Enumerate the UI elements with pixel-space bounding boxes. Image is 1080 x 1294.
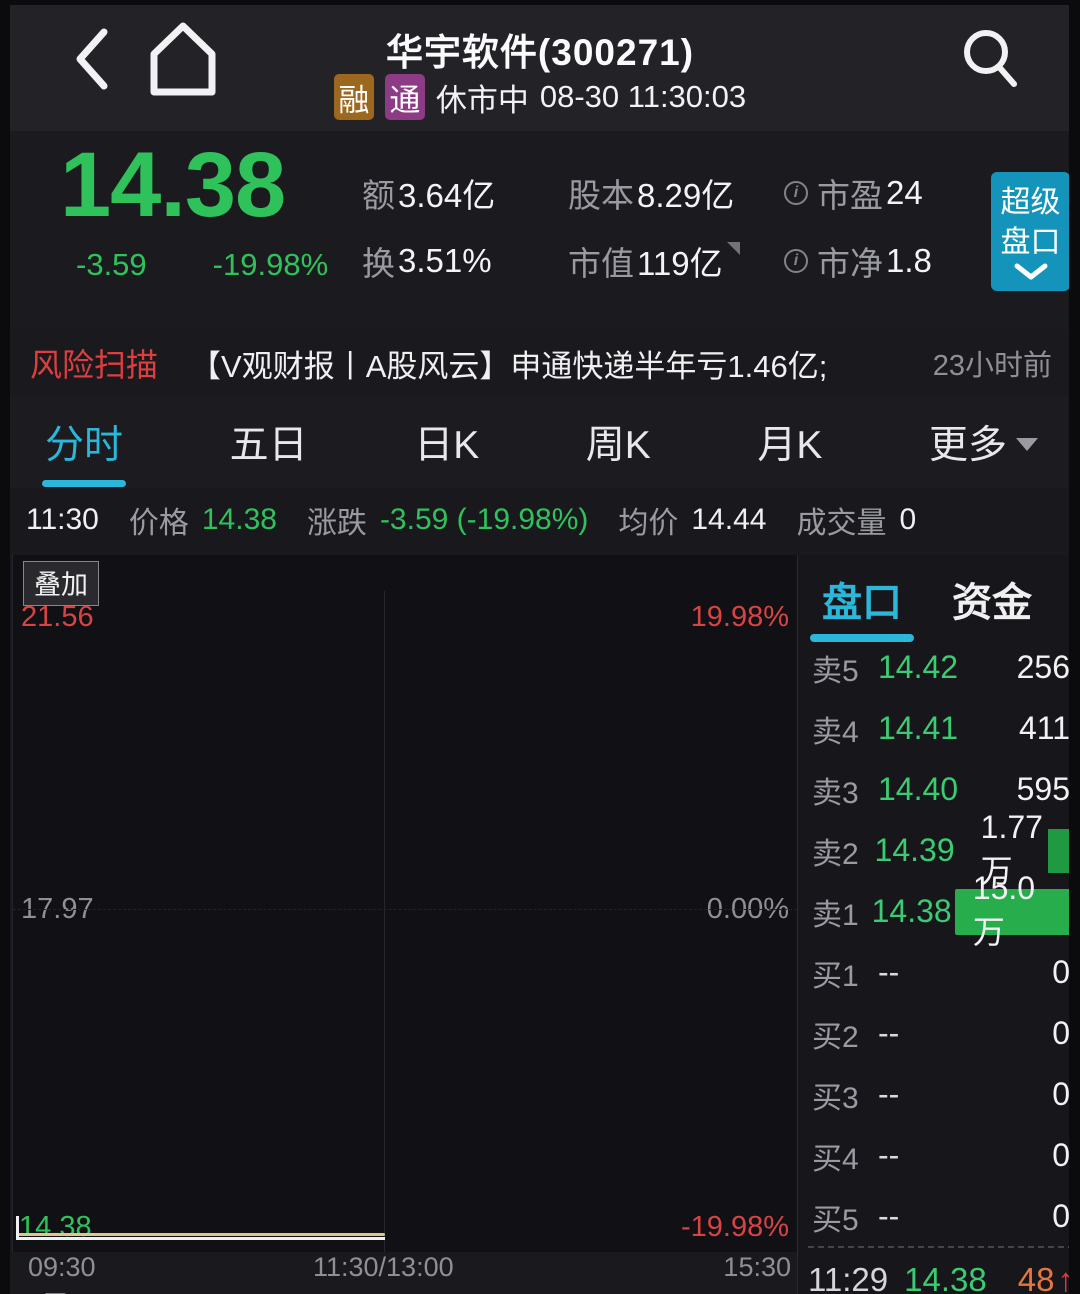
key-stats-grid: 额 3.64亿 股本 8.29亿 i 市盈 24 换 3.51% 市值 119亿 <box>362 159 1024 295</box>
price-line <box>16 1237 386 1240</box>
stat-total-shares: 股本 8.29亿 <box>568 177 735 214</box>
last-trade-time: 11:29 <box>808 1261 889 1294</box>
screen-edge-right <box>1069 0 1080 1294</box>
buy-row-4[interactable]: 买4 -- 0 <box>812 1137 1070 1176</box>
open-price-tick <box>16 1216 19 1240</box>
screen-edge-left <box>0 0 10 1294</box>
buy-row-2[interactable]: 买2 -- 0 <box>812 1015 1070 1054</box>
time-axis: 09:30 11:30/13:00 15:30 <box>12 1252 797 1282</box>
midline-gridline <box>13 909 797 910</box>
chevron-down-icon <box>1014 263 1048 281</box>
price-change: -3.59 <box>76 247 147 282</box>
tab-more[interactable]: 更多 <box>929 414 1038 470</box>
readout-avg-price: 14.44 <box>691 503 767 536</box>
readout-avg-label: 均价 <box>618 507 679 540</box>
time-tick-midday: 11:30/13:00 <box>312 1252 454 1282</box>
page-title: 华宇软件(300271) <box>385 32 695 73</box>
readout-time: 11:30 <box>26 503 99 536</box>
tab-five-day[interactable]: 五日 <box>229 424 308 467</box>
home-button[interactable] <box>142 18 224 100</box>
order-book-rows: 卖5 14.42 256 卖4 14.41 411 卖3 14.40 595 卖… <box>798 637 1080 1247</box>
sell-row-4[interactable]: 卖4 14.41 411 <box>798 698 1080 759</box>
news-headline[interactable]: 【V观财报丨A股风云】申通快递半年亏1.46亿; <box>190 348 828 384</box>
sell-row-1[interactable]: 卖1 14.38 15.0万 <box>798 870 1080 950</box>
home-icon <box>146 20 220 98</box>
intraday-chart[interactable]: 叠加 21.56 19.98% 17.97 0.00% 14.38 -19.98… <box>12 555 797 1252</box>
info-icon: i <box>784 181 808 205</box>
volume-value: 25.01万 <box>111 1283 220 1294</box>
volume-label: 量 <box>40 1283 71 1294</box>
order-book-panel: 盘口 资金 卖5 14.42 256 卖4 14.41 411 卖3 14.40… <box>797 555 1080 1294</box>
stock-connect-badge[interactable]: 通 <box>384 74 425 120</box>
news-timestamp: 23小时前 <box>932 350 1052 382</box>
time-tick-close: 15:30 <box>723 1252 791 1282</box>
volume-bar <box>955 888 1077 935</box>
overlay-button[interactable]: 叠加 <box>23 561 99 606</box>
time-tick-open: 09:30 <box>28 1252 96 1282</box>
sell-row-3[interactable]: 卖3 14.40 595 <box>798 759 1080 820</box>
last-trade-row: 11:29 14.38 48 ↑ <box>808 1246 1074 1294</box>
readout-volume-label: 成交量 <box>796 507 887 540</box>
last-price: 14.38 <box>60 134 286 236</box>
tab-weekly-k[interactable]: 周K <box>585 424 651 467</box>
stat-market-cap: 市值 119亿 <box>568 237 784 285</box>
sell-row-2[interactable]: 卖2 14.39 1.77万 <box>798 809 1080 889</box>
last-trade-price: 14.38 <box>904 1261 987 1294</box>
fold-corner-icon <box>726 241 740 255</box>
last-trade-count: 48 <box>1017 1261 1055 1294</box>
panel-tabs: 盘口 资金 <box>798 555 1080 642</box>
stat-turnover-rate: 换 3.51% <box>362 242 492 282</box>
price-change-row: -3.59 -19.98% <box>76 247 328 283</box>
stat-pe-ratio[interactable]: i 市盈 24 <box>784 169 1024 217</box>
y-axis-high-percent: 19.98% <box>690 601 789 633</box>
margin-trading-badge[interactable]: 融 <box>333 74 374 120</box>
market-status: 休市中 <box>435 82 529 118</box>
readout-change-label: 涨跌 <box>306 507 367 540</box>
crosshair-readout-row: 11:30 价格 14.38 涨跌 -3.59 (-19.98%) 均价 14.… <box>0 488 1080 552</box>
buy-row-3[interactable]: 买3 -- 0 <box>812 1076 1070 1115</box>
readout-price: 14.38 <box>201 503 277 536</box>
stat-pb-ratio[interactable]: i 市净 1.8 <box>784 237 1024 285</box>
quote-block: 14.38 -3.59 -19.98% 额 3.64亿 股本 8.29亿 i 市… <box>0 131 1080 330</box>
readout-price-label: 价格 <box>128 507 189 540</box>
status-line: 融 通 休市中 08-30 11:30:03 <box>0 74 1080 120</box>
buy-row-5[interactable]: 买5 -- 0 <box>812 1198 1070 1237</box>
stat-turnover-amount: 额 3.64亿 <box>362 177 496 214</box>
back-chevron-icon <box>75 28 109 90</box>
tab-monthly-k[interactable]: 月K <box>757 424 823 467</box>
period-tabs: 分时 五日 日K 周K 月K 更多 <box>0 396 1080 488</box>
tab-funds[interactable]: 资金 <box>952 581 1032 625</box>
y-axis-low-percent: -19.98% <box>680 1211 789 1243</box>
vertical-gridline <box>383 591 385 1252</box>
readout-change: -3.59 (-19.98%) <box>379 503 589 536</box>
super-order-book-button[interactable]: 超级 盘口 <box>991 172 1070 291</box>
caret-down-icon <box>1015 438 1038 451</box>
y-axis-high-price: 21.56 <box>21 601 94 633</box>
tab-minute-chart[interactable]: 分时 <box>41 414 127 487</box>
search-icon <box>958 24 1020 90</box>
search-button[interactable] <box>954 20 1024 94</box>
average-price-line <box>16 1233 386 1236</box>
screen-edge-top <box>0 0 1080 5</box>
sell-row-5[interactable]: 卖5 14.42 256 <box>798 637 1080 698</box>
readout-volume: 0 <box>899 503 917 536</box>
header: 华宇软件(300271) 融 通 休市中 08-30 11:30:03 <box>0 0 1080 131</box>
buy-row-1[interactable]: 买1 -- 0 <box>812 954 1070 993</box>
price-change-percent: -19.98% <box>212 247 329 282</box>
tab-daily-k[interactable]: 日K <box>414 424 480 467</box>
back-button[interactable] <box>62 26 122 92</box>
risk-news-row[interactable]: 风险扫描 【V观财报丨A股风云】申通快递半年亏1.46亿; 23小时前 <box>0 330 1080 396</box>
risk-scan-label[interactable]: 风险扫描 <box>30 347 159 383</box>
quote-datetime: 08-30 11:30:03 <box>539 79 747 114</box>
info-icon: i <box>784 249 808 273</box>
volume-summary-row: 量 25.01万 <box>12 1283 797 1294</box>
tab-order-book[interactable]: 盘口 <box>810 570 914 642</box>
